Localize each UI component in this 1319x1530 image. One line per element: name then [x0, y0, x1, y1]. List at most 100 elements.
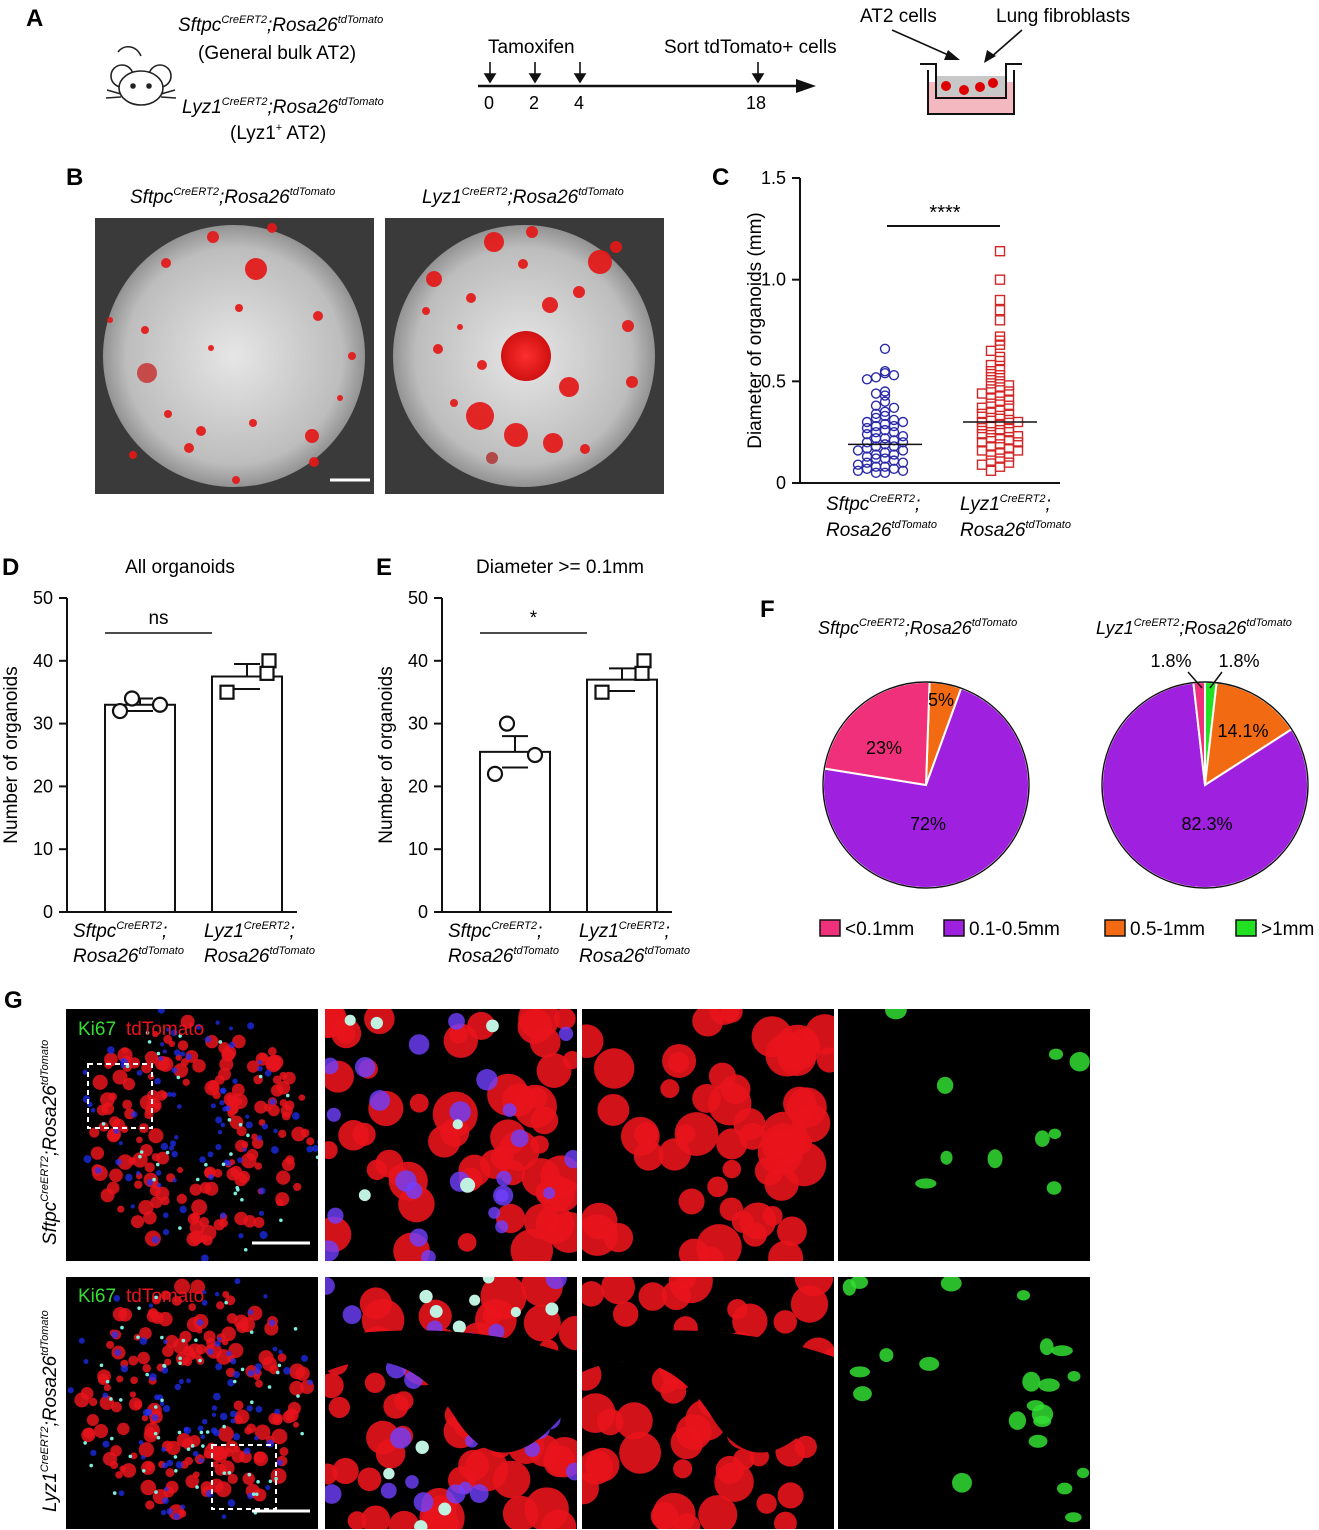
cell	[231, 1449, 245, 1463]
cell	[289, 1363, 306, 1380]
bar-point	[634, 665, 650, 681]
nucleus	[146, 1179, 154, 1186]
ki67-nucleus	[218, 1040, 223, 1044]
ki67-nucleus	[110, 1436, 114, 1441]
panel-a: A SftpcCreERT2;Rosa26tdTomato (General b…	[26, 5, 1130, 144]
nucleus	[200, 1434, 205, 1440]
cell	[228, 1342, 244, 1358]
ki67-nucleus	[194, 1338, 198, 1342]
nucleus	[493, 1185, 514, 1206]
pie-label: 72%	[910, 814, 946, 834]
cell	[279, 1447, 289, 1457]
cell	[731, 1210, 754, 1233]
nucleus	[449, 1101, 471, 1123]
nucleus	[120, 1364, 129, 1373]
nucleus	[162, 1229, 170, 1236]
bar-point	[259, 665, 275, 681]
ki67-nucleus	[156, 1435, 161, 1440]
nucleus	[266, 1439, 275, 1448]
ki67-nucleus	[510, 1306, 521, 1318]
cell	[593, 1048, 635, 1089]
ki67-nucleus	[189, 1273, 193, 1277]
cell	[111, 1401, 122, 1413]
panel-b: B SftpcCreERT2;Rosa26tdTomato Lyz1CreERT…	[66, 164, 664, 494]
cell	[347, 1511, 367, 1529]
lumen	[325, 1330, 577, 1453]
cell	[96, 1104, 109, 1116]
g-images	[66, 1009, 1090, 1529]
cell	[177, 1167, 184, 1174]
ki67-nucleus	[181, 1338, 186, 1343]
cell	[186, 1231, 202, 1247]
cell	[109, 1168, 123, 1183]
panel-label-d: D	[2, 554, 19, 581]
nucleus	[198, 1457, 204, 1464]
cell	[233, 1400, 244, 1411]
nucleus	[214, 1340, 221, 1347]
g-row2-ki67-label: Ki67	[78, 1286, 116, 1307]
cell	[790, 1285, 829, 1323]
pie-outline	[1101, 681, 1309, 889]
ki67-nucleus	[879, 1348, 894, 1363]
lumen	[582, 1330, 834, 1453]
panel-f: F SftpcCreERT2;Rosa26tdTomato Lyz1CreERT…	[760, 596, 1314, 940]
cell	[104, 1052, 118, 1067]
nucleus	[276, 1459, 283, 1466]
legend-swatch	[943, 919, 965, 937]
nucleus	[82, 1069, 88, 1075]
c-point	[861, 422, 873, 434]
ki67-nucleus	[452, 1320, 466, 1334]
cell	[215, 1446, 229, 1459]
bar-point	[151, 696, 169, 713]
cell	[227, 1473, 238, 1484]
ki67-nucleus	[370, 1016, 383, 1030]
c-xlabel-lyz1-2: Rosa26tdTomato	[960, 519, 1071, 541]
ki67-nucleus	[178, 1361, 182, 1366]
nucleus	[395, 1170, 417, 1192]
cell	[160, 1196, 170, 1206]
ki67-nucleus	[160, 1398, 164, 1403]
ki67-nucleus	[141, 1468, 146, 1473]
c-point	[870, 400, 882, 411]
cell	[128, 1355, 139, 1366]
cell	[276, 1081, 291, 1095]
nucleus	[94, 1166, 102, 1174]
nucleus	[161, 1462, 168, 1469]
nucleus	[380, 1482, 397, 1499]
nucleus	[166, 1459, 174, 1467]
cell	[203, 1330, 216, 1343]
nucleus	[160, 1042, 165, 1047]
ki67-nucleus	[99, 1363, 104, 1368]
cell	[253, 1216, 265, 1229]
ki67-nucleus	[199, 1430, 204, 1435]
c-point	[870, 433, 882, 444]
cell	[192, 1059, 206, 1073]
cell	[88, 1397, 98, 1407]
c-point	[888, 441, 900, 452]
c-point	[985, 372, 997, 383]
legend-label: >1mm	[1261, 919, 1314, 940]
cell	[777, 1482, 804, 1509]
ki67-nucleus	[145, 1372, 149, 1377]
c-point	[985, 426, 997, 438]
nucleus	[476, 1069, 498, 1091]
chart-c: 0 0.5 1.0 1.5 Diameter of organoids (mm) ****	[745, 168, 1060, 493]
ki67-nucleus	[277, 1363, 282, 1368]
nucleus	[161, 1366, 169, 1374]
nucleus	[177, 1104, 182, 1109]
nucleus	[369, 1090, 390, 1111]
bar-y-tick-label: 30	[408, 714, 428, 734]
ki67-nucleus	[227, 1470, 232, 1475]
nucleus	[272, 1346, 278, 1352]
nucleus	[495, 1220, 509, 1234]
nucleus	[230, 1418, 236, 1424]
cell	[191, 1199, 208, 1216]
cell	[707, 1176, 728, 1198]
cell	[756, 1493, 777, 1514]
cell	[118, 1308, 133, 1322]
nucleus	[157, 1009, 165, 1014]
cell	[151, 1181, 160, 1190]
cell	[265, 1056, 282, 1073]
nucleus	[107, 1046, 115, 1055]
nucleus	[232, 1078, 238, 1084]
